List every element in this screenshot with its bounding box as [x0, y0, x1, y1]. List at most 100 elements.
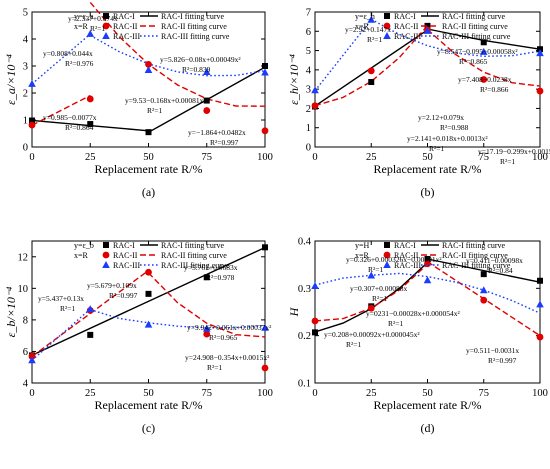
data-point-rac-iii	[367, 271, 376, 279]
x-tick-label: 75	[202, 388, 213, 399]
data-point-rac-ii	[203, 330, 211, 338]
fit-r-squared: R²=0.976	[65, 59, 94, 68]
variable-note: x=R	[355, 22, 370, 31]
y-tick-label: 4	[23, 35, 29, 46]
data-point-rac-iii	[202, 67, 211, 75]
legend-label: RAC-II fitting curve	[161, 22, 227, 31]
data-point-rac-iii	[261, 68, 269, 76]
fit-equation: y=24.908−0.354x+0.0015x²	[185, 353, 270, 362]
fit-r-squared: R²=1	[90, 24, 105, 33]
legend-marker	[103, 242, 109, 248]
variable-note: x=R	[74, 251, 89, 260]
y-axis-title: ε_a/×10⁻⁴	[4, 54, 18, 105]
fit-equation: y=2.12+0.079x	[418, 113, 464, 122]
data-point-rac-iii	[86, 305, 95, 313]
x-tick-label: 25	[366, 152, 377, 163]
data-point-rac-iii	[28, 79, 36, 87]
legend-label: RAC-I fitting curve	[442, 241, 506, 250]
fit-equation: y=0.511−0.0031x	[466, 346, 519, 355]
data-point-rac-ii	[311, 317, 319, 325]
data-point-rac-ii	[28, 121, 36, 129]
x-tick-label: 50	[422, 152, 433, 163]
legend-label: RAC-II	[113, 251, 138, 260]
fit-r-squared: R²=1	[207, 363, 222, 372]
variable-note: x=R	[74, 22, 89, 31]
fit-equation: y=0.411−0.00098x	[466, 256, 523, 265]
x-tick-label: 75	[479, 388, 490, 399]
fitting-curve-rac-iii	[31, 308, 91, 361]
chart-panel-b: 0 25 50 75 100 0 1 2 3 4 5 6 7 Replacement rate R/% ε_…	[287, 8, 550, 200]
legend-label: RAC-II fitting curve	[442, 251, 508, 260]
fit-r-squared: R²=1	[368, 265, 383, 274]
data-point-rac-i	[537, 277, 543, 284]
data-point-rac-i	[87, 331, 94, 338]
fit-equation: y=0.808+0.044x	[43, 49, 93, 58]
x-tick-label: 50	[143, 388, 154, 399]
y-tick-label: 0	[23, 143, 28, 154]
fit-r-squared: R²=0.84	[488, 266, 513, 275]
x-tick-label: 25	[85, 152, 96, 163]
data-point-rac-ii	[28, 352, 36, 360]
fitting-curve-rac-ii	[147, 272, 266, 338]
x-tick-label: 100	[532, 388, 548, 399]
fit-equation: y=2.92+0.147x	[345, 25, 391, 34]
legend-marker	[384, 13, 390, 19]
y-axis-title: H	[287, 306, 301, 317]
data-point-rac-i	[368, 79, 375, 86]
fit-r-squared: R²=0.866	[480, 85, 509, 94]
y-tick-label: 10	[18, 284, 29, 295]
fit-equation: y=0.985−0.0077x	[43, 113, 97, 122]
data-point-rac-i	[480, 39, 487, 46]
fit-r-squared: R²=1	[500, 157, 515, 166]
x-axis-title: Replacement rate R/%	[95, 162, 203, 176]
fitting-curve-rac-ii	[31, 94, 91, 126]
fit-equation: y=5.437+0.13x	[38, 294, 84, 303]
data-point-rac-i	[145, 129, 152, 136]
x-tick-label: 100	[532, 152, 548, 163]
y-tick-label: 2	[23, 89, 28, 100]
data-point-rac-i	[203, 274, 210, 281]
data-point-rac-iii	[86, 29, 95, 37]
legend-marker	[102, 22, 110, 30]
x-tick-label: 0	[29, 388, 34, 399]
x-axis-title: Replacement rate R/%	[374, 398, 482, 412]
fit-equation: y=0.307+0.00088x	[350, 284, 407, 293]
legend-label: RAC-III	[394, 261, 421, 270]
legend-label: RAC-I	[394, 241, 416, 250]
data-point-rac-ii	[145, 268, 152, 276]
x-tick-label: 100	[257, 388, 273, 399]
fit-equation: y=9.53−0.168x+0.00081x²	[125, 96, 206, 105]
data-point-rac-i	[29, 117, 35, 124]
data-point-rac-i	[262, 244, 268, 251]
fit-r-squared: R²=1	[429, 144, 444, 153]
x-axis-title: Replacement rate R/%	[374, 162, 482, 176]
fitting-curve-rac-ii	[427, 28, 541, 87]
fit-r-squared: R²=0.997	[488, 356, 517, 365]
fit-equation: y=0.326+0.000326x−0.00001x²	[346, 255, 442, 264]
y-tick-label: 7	[306, 8, 311, 19]
variable-note: y=ε_h	[355, 12, 375, 21]
fit-r-squared: R²=0.965	[209, 333, 238, 342]
fit-r-squared: R²=0.865	[459, 57, 488, 66]
fit-r-squared: R²=1	[60, 304, 75, 313]
legend-label: RAC-III	[394, 32, 421, 41]
legend-marker	[383, 251, 391, 259]
fitting-curve-rac-ii	[314, 25, 429, 107]
data-point-rac-ii	[536, 333, 544, 341]
chart-panel-c: 0 25 50 75 100 4 6 8 10 12 Replacement rate R/% ε_b…	[4, 240, 273, 435]
data-point-rac-i	[203, 97, 210, 104]
chart-panel-d: 0 25 50 75 100 0.1 0.2 0.3 0.4 Replacement rate R…	[287, 237, 548, 436]
legend-marker	[383, 261, 391, 268]
legend-label: RAC-I fitting curve	[161, 241, 225, 250]
legend-label: RAC-II fitting curve	[442, 22, 508, 31]
variable-note: y=ε_b	[74, 241, 94, 250]
fit-r-squared: R²=1	[367, 35, 382, 44]
panel-label: (c)	[142, 421, 155, 435]
legend-label: RAC-II	[113, 22, 138, 31]
legend-label: RAC-II	[394, 251, 419, 260]
x-axis-title: Replacement rate R/%	[95, 398, 203, 412]
fitting-curve-rac-i	[31, 246, 266, 356]
legend-marker	[102, 32, 110, 39]
panel-label: (b)	[421, 185, 435, 199]
data-point-rac-ii	[536, 87, 544, 95]
